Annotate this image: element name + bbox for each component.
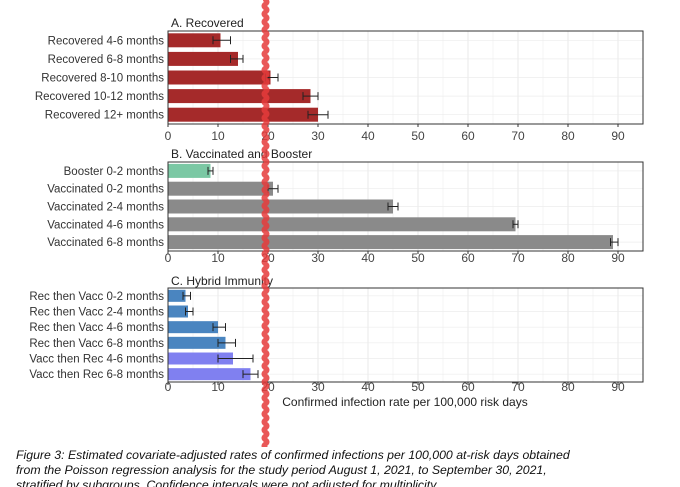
panel-a-category-label: Recovered 8-10 months (41, 73, 164, 85)
panel-c-bar (168, 352, 233, 365)
panel-b-bar (168, 163, 211, 178)
panel-a-frame (167, 30, 644, 125)
panel-c-category-label: Rec then Vacc 2-4 months (29, 307, 164, 319)
panel-a-bar (168, 70, 271, 85)
panel-a-bar (168, 107, 318, 122)
panel-b-bar (168, 217, 516, 232)
panel-c-bar (168, 305, 188, 318)
panel-a-category-label: Recovered 12+ months (45, 110, 164, 122)
panel-c-category-label: Rec then Vacc 0-2 months (29, 291, 164, 303)
panel-a-category-label: Recovered 10-12 months (35, 91, 164, 103)
chart: A. Recovered Recovered 4-6 months Recovere… (29, 0, 644, 447)
panel-a-tick-label: 10 (211, 129, 225, 143)
panel-c-category-label: Rec then Vacc 6-8 months (29, 338, 164, 350)
panel-b-category-label: Booster 0-2 months (64, 166, 165, 178)
panel-a-tick-label: 0 (165, 129, 172, 143)
panel-b-tick-label: 0 (165, 251, 172, 265)
panel-a-tick-label: 70 (511, 129, 525, 143)
panel-b-category-label: Vaccinated 0-2 months (47, 184, 164, 196)
panel-c-tick-label: 0 (165, 380, 172, 394)
panel-a-bar (168, 33, 221, 48)
caption-line-1: Figure 3: Estimated covariate-adjusted r… (16, 448, 570, 462)
annotation-red-line (261, 0, 270, 447)
panel-a-category-label: Recovered 6-8 months (48, 54, 165, 66)
panel-a-tick-label: 60 (461, 129, 475, 143)
panel-c-bar (168, 289, 186, 302)
panel-c-category-label: Vacc then Rec 6-8 months (29, 369, 164, 381)
panel-c-bar (168, 368, 251, 381)
panel-c-tick-label: 80 (561, 380, 575, 394)
panel-c-bar (168, 336, 226, 349)
figure-caption: Figure 3: Estimated covariate-adjusted r… (16, 448, 676, 487)
panel-c-tick-label: 70 (511, 380, 525, 394)
panel-c-tick-label: 60 (461, 380, 475, 394)
panel-b-tick-label: 10 (211, 251, 225, 265)
panel-b-title: B. Vaccinated and Booster (171, 147, 312, 161)
panel-b-bar (168, 181, 273, 196)
panel-c-tick-label: 50 (411, 380, 425, 394)
panel-c-title: C. Hybrid Immunity (171, 274, 273, 288)
panel-c-tick-label: 10 (211, 380, 225, 394)
panel-c-tick-label: 40 (361, 380, 375, 394)
panel-a-tick-label: 80 (561, 129, 575, 143)
panel-c-category-label: Rec then Vacc 4-6 months (29, 322, 164, 334)
panel-b-bar (168, 199, 393, 214)
panel-b-category-label: Vaccinated 4-6 months (47, 219, 164, 231)
caption-line-3: stratified by subgroups. Confidence inte… (16, 478, 439, 487)
x-axis-label: Confirmed infection rate per 100,000 ris… (282, 395, 527, 409)
panel-b-frame (167, 161, 644, 252)
panel-c-category-label: Vacc then Rec 4-6 months (29, 354, 164, 366)
panel-b-tick-label: 50 (411, 251, 425, 265)
panel-b-tick-label: 70 (511, 251, 525, 265)
panel-c-frame (167, 287, 644, 383)
panel-a-tick-label: 40 (361, 129, 375, 143)
panel-a-bar (168, 89, 311, 104)
panel-b-category-label: Vaccinated 2-4 months (47, 202, 164, 214)
panel-a-bar (168, 51, 238, 66)
panel-b-tick-label: 30 (311, 251, 325, 265)
panel-c-bar (168, 321, 218, 334)
panel-c-tick-label: 30 (311, 380, 325, 394)
panel-a-category-label: Recovered 4-6 months (48, 35, 165, 47)
panel-a-tick-label: 30 (311, 129, 325, 143)
panel-b-tick-label: 40 (361, 251, 375, 265)
caption-line-2: from the Poisson regression analysis for… (16, 463, 547, 478)
panel-b-bar (168, 235, 613, 250)
panel-b-category-label: Vaccinated 6-8 months (47, 237, 164, 249)
panel-a-tick-label: 50 (411, 129, 425, 143)
panel-b-tick-label: 80 (561, 251, 575, 265)
panel-c-tick-label: 90 (611, 380, 625, 394)
panel-a-title: A. Recovered (171, 16, 244, 30)
panel-a-tick-label: 90 (611, 129, 625, 143)
panel-c-background (168, 288, 643, 382)
panel-b-tick-label: 60 (461, 251, 475, 265)
panel-b-tick-label: 90 (611, 251, 625, 265)
